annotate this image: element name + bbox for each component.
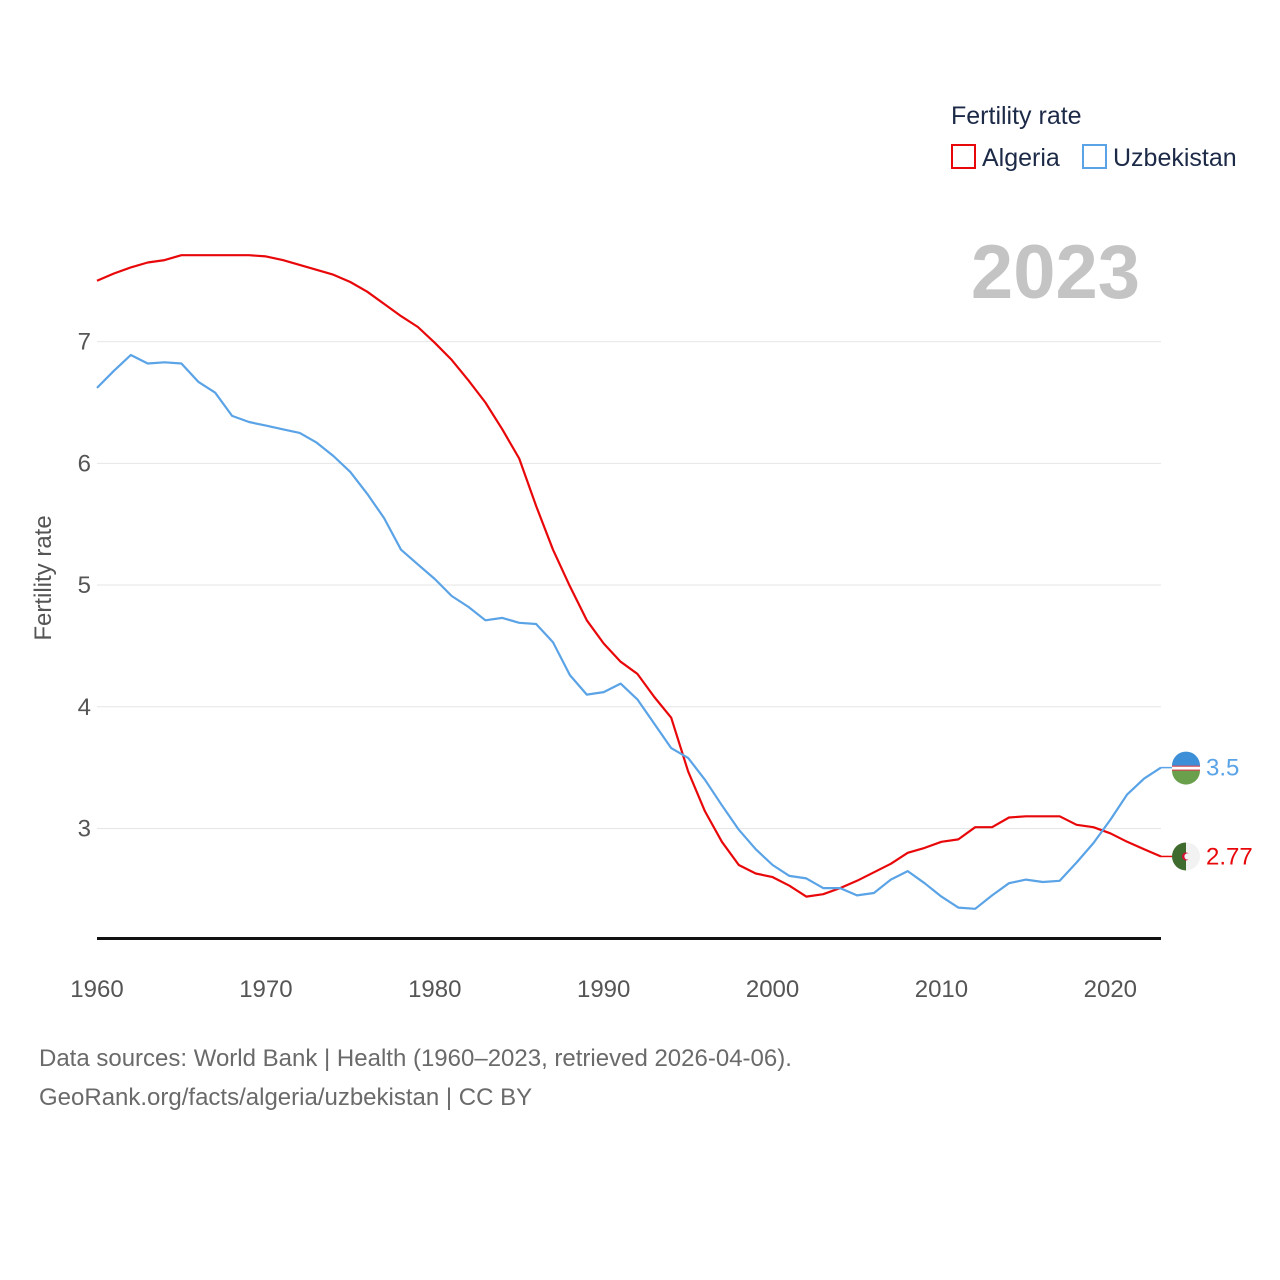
y-tick-label: 6 (78, 450, 91, 477)
algeria-flag-icon (1172, 842, 1200, 871)
legend-title: Fertility rate (951, 102, 1082, 130)
y-tick-label: 4 (78, 694, 91, 721)
y-tick-label: 5 (78, 572, 91, 599)
x-tick-label: 1970 (239, 976, 292, 1003)
x-tick-label: 1960 (70, 976, 123, 1003)
x-tick-label: 1980 (408, 976, 461, 1003)
end-markers: 2.77 3.5 (1161, 751, 1253, 871)
y-tick-label: 3 (78, 815, 91, 842)
legend-swatch-algeria[interactable] (951, 144, 976, 169)
footer-attribution[interactable]: GeoRank.org/facts/algeria/uzbekistan | C… (39, 1084, 533, 1111)
x-tick-labels: 1960 1970 1980 1990 2000 2010 2020 (70, 976, 1137, 1003)
series-line-uzbekistan[interactable] (96, 353, 1162, 910)
y-axis-title: Fertility rate (30, 515, 57, 640)
y-tick-labels: 3 4 5 6 7 (78, 329, 91, 843)
y-tick-label: 7 (78, 329, 91, 356)
gridlines (97, 341, 1161, 829)
end-value-label-uzbekistan: 3.5 (1206, 755, 1239, 782)
series-lines (96, 254, 1162, 910)
x-tick-label: 2020 (1084, 976, 1137, 1003)
year-label: 2023 (971, 230, 1140, 315)
legend-label-uzbekistan[interactable]: Uzbekistan (1113, 144, 1237, 172)
legend-label-algeria[interactable]: Algeria (982, 144, 1060, 172)
uzbekistan-flag-icon (1172, 751, 1200, 785)
x-tick-label: 1990 (577, 976, 630, 1003)
x-tick-label: 2000 (746, 976, 799, 1003)
legend-swatch-uzbekistan[interactable] (1082, 144, 1107, 169)
footer-sources: Data sources: World Bank | Health (1960–… (39, 1045, 792, 1072)
series-line-algeria[interactable] (96, 254, 1162, 898)
legend: Fertility rate Algeria Uzbekistan (951, 102, 1237, 172)
x-tick-label: 2010 (915, 976, 968, 1003)
end-value-label-algeria: 2.77 (1206, 843, 1253, 870)
